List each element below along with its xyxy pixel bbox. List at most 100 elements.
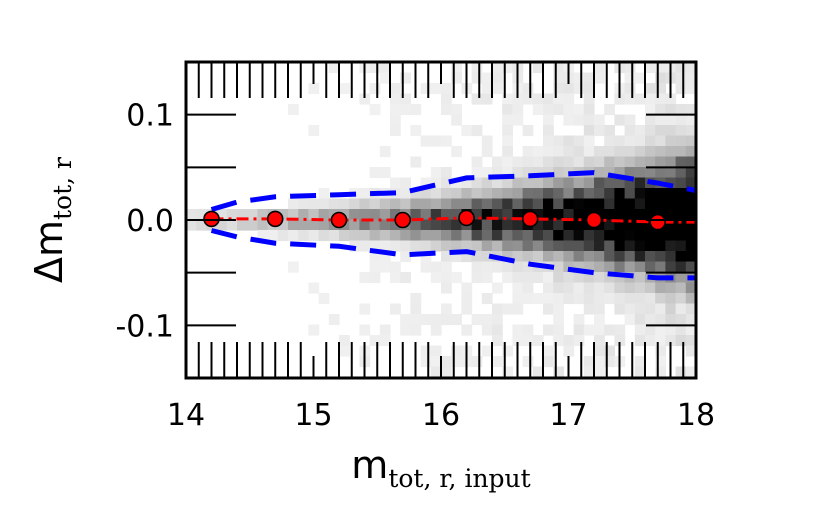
density-cell [583,251,595,263]
density-cell [308,125,320,137]
density-cell [594,62,605,74]
density-cell [451,272,462,284]
density-cell [522,156,534,168]
density-cell [369,261,381,273]
density-cell [604,125,615,137]
density-cell [675,104,687,116]
density-cell [492,282,503,294]
density-cell [553,83,564,95]
density-cell [410,188,422,200]
density-cell [594,335,605,347]
density-cell [502,230,513,242]
density-cell [420,177,432,189]
density-cell [420,251,432,263]
density-cell [573,135,585,147]
density-cell [532,209,544,221]
density-cell [492,83,503,95]
density-cell [328,314,340,326]
density-cell [655,356,666,368]
density-cell [492,219,503,231]
density-cell [502,93,513,105]
density-cell [614,282,626,294]
density-cell [624,282,636,294]
density-cell [604,188,615,200]
density-cell [502,135,513,147]
density-cell [655,366,666,378]
density-cell [604,240,615,252]
density-cell [634,272,646,284]
density-cell [512,156,524,168]
density-cell [624,83,636,95]
density-cell [532,293,544,305]
density-cell [502,114,513,126]
density-cell [685,198,696,210]
density-cell [685,125,696,137]
density-cell [665,125,677,137]
density-cell [430,219,442,231]
density-cell [369,219,381,231]
density-cell [685,104,696,116]
density-cell [563,188,575,200]
density-cell [594,272,605,284]
density-cell [573,314,585,326]
density-cell [420,188,432,200]
density-cell [502,146,513,158]
x-axis-label-main: m [351,443,388,487]
density-cell [461,177,473,189]
density-cell [634,282,646,294]
density-cell [594,72,605,84]
density-cell [624,251,636,263]
density-cell [369,230,381,242]
density-cell [522,146,534,158]
density-cell [441,230,452,242]
density-cell [675,156,687,168]
density-cell [543,114,554,126]
density-cell [481,198,493,210]
density-cell [522,335,534,347]
density-cell [492,167,503,179]
density-cell [481,177,493,189]
density-cell [614,93,626,105]
density-cell [665,156,677,168]
density-cell [328,198,340,210]
density-cell [451,219,462,231]
density-cell [685,240,696,252]
density-cell [675,135,687,147]
density-cell [675,177,687,189]
density-cell [543,93,554,105]
density-cell [645,167,656,179]
density-cell [583,104,595,116]
density-cell [634,167,646,179]
density-cell [430,240,442,252]
density-cell [594,303,605,315]
density-cell [563,146,575,158]
density-cell [441,93,452,105]
density-cell [410,314,422,326]
density-cell [543,272,554,284]
density-cell [492,209,503,221]
density-cell [502,104,513,116]
density-cell [247,209,258,221]
density-cell [583,240,595,252]
density-cell [665,251,677,263]
density-cell [522,93,534,105]
density-cell [543,125,554,137]
density-cell [532,219,544,231]
density-cell [634,366,646,378]
density-cell [532,177,544,189]
density-cell [410,324,422,336]
density-cell [583,366,595,378]
density-cell [563,198,575,210]
density-cell [410,240,422,252]
density-cell [645,335,656,347]
density-cell [543,104,554,116]
density-cell [502,62,513,74]
density-cell [685,114,696,126]
density-cell [481,324,493,336]
density-cell [441,251,452,263]
density-cell [645,314,656,326]
density-cell [257,219,269,231]
density-cell [604,356,615,368]
density-cell [441,104,452,116]
density-cell [247,219,258,231]
